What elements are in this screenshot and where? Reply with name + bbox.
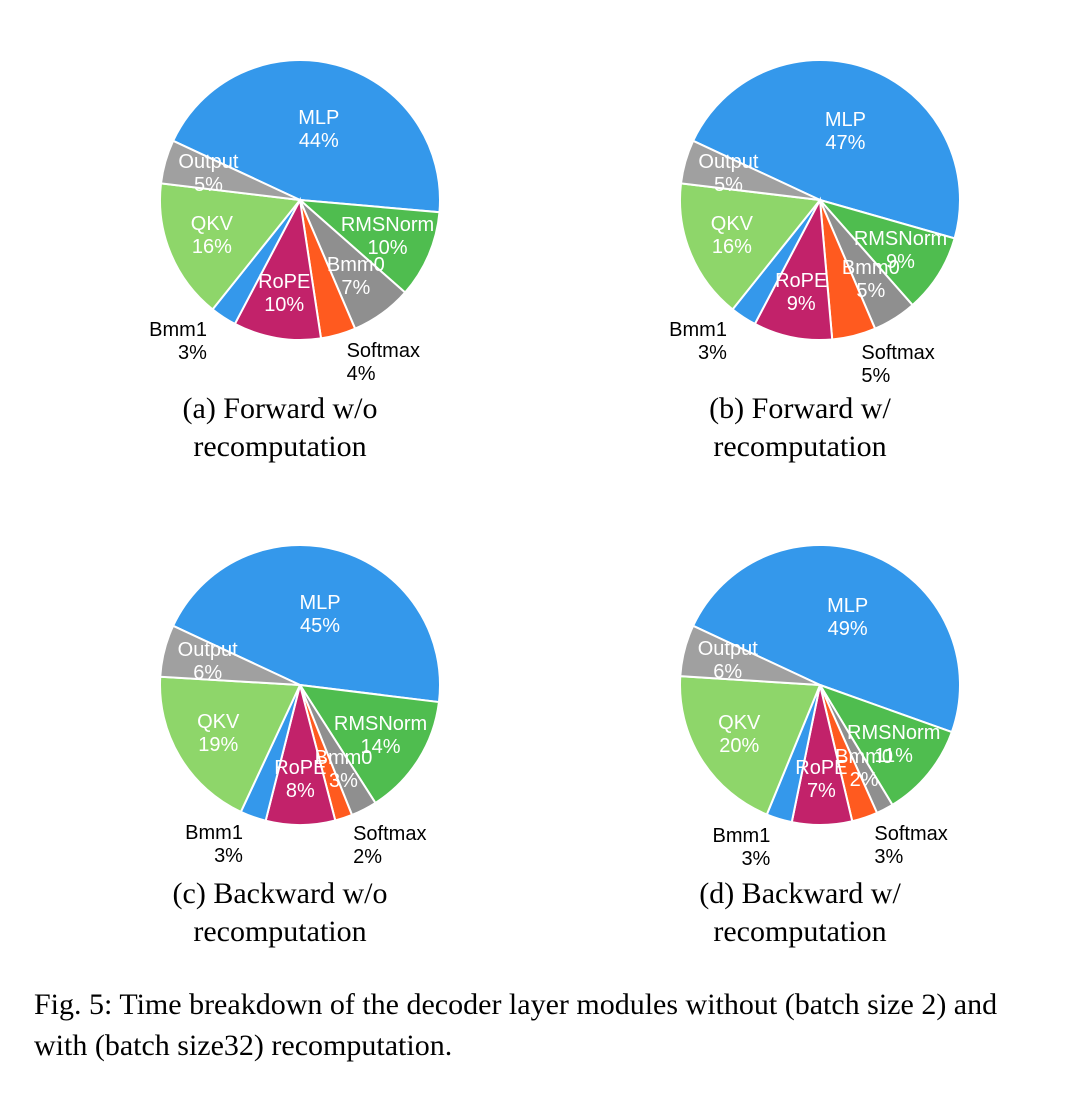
pie-grid: MLP44%RMSNorm10%Bmm07%Softmax4%RoPE10%Bm… xyxy=(30,20,1050,950)
panel-b: MLP47%RMSNorm9%Bmm05%Softmax5%RoPE9%Bmm1… xyxy=(550,20,1050,465)
pie-chart-a: MLP44%RMSNorm10%Bmm07%Softmax4%RoPE10%Bm… xyxy=(40,20,520,380)
pie-chart-b: MLP47%RMSNorm9%Bmm05%Softmax5%RoPE9%Bmm1… xyxy=(560,20,1040,380)
panel-a: MLP44%RMSNorm10%Bmm07%Softmax4%RoPE10%Bm… xyxy=(30,20,530,465)
subcaption-d: (d) Backward w/recomputation xyxy=(699,875,901,950)
subcaption-c: (c) Backward w/orecomputation xyxy=(173,875,388,950)
subcaption-a: (a) Forward w/orecomputation xyxy=(183,390,378,465)
panel-c: MLP45%RMSNorm14%Bmm03%Softmax2%RoPE8%Bmm… xyxy=(30,505,530,950)
figure-caption: Fig. 5: Time breakdown of the decoder la… xyxy=(30,985,1050,1066)
pie-chart-d: MLP49%RMSNorm11%Bmm02%Softmax3%RoPE7%Bmm… xyxy=(560,505,1040,865)
subcaption-b: (b) Forward w/recomputation xyxy=(709,390,891,465)
panel-d: MLP49%RMSNorm11%Bmm02%Softmax3%RoPE7%Bmm… xyxy=(550,505,1050,950)
pie-chart-c: MLP45%RMSNorm14%Bmm03%Softmax2%RoPE8%Bmm… xyxy=(40,505,520,865)
